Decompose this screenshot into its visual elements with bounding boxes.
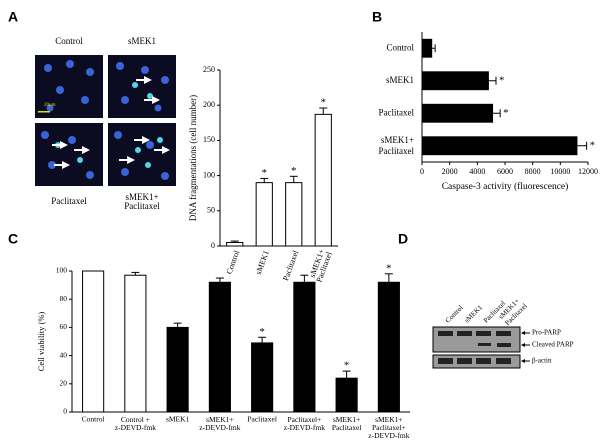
y-tick-label: Paclitaxel [379, 107, 415, 117]
blot-row-label: Cleaved PARP [532, 341, 574, 349]
y-tick-label: 100 [56, 266, 68, 275]
x-tick-label: 12000 [578, 167, 598, 176]
significance-marker: * [499, 74, 505, 86]
blot-column-label: Control [444, 304, 465, 325]
y-tick-label: 40 [60, 350, 68, 359]
blot-row-label: Pro-PARP [532, 329, 561, 337]
y-tick-label: 20 [60, 379, 68, 388]
micrographs [35, 55, 176, 186]
bar [421, 71, 489, 91]
bar [226, 241, 244, 247]
panel-label: A [8, 9, 18, 25]
significance-marker: * [590, 139, 596, 151]
micrograph-label: Paclitaxel [51, 196, 87, 206]
bar [82, 270, 105, 413]
x-tick-label: Control [225, 249, 242, 276]
x-axis-label: Caspase-3 activity (fluorescence) [442, 181, 569, 192]
y-tick-label: 0 [63, 407, 67, 416]
significance-marker: * [344, 360, 350, 372]
bar [335, 377, 358, 413]
x-tick-label: Paclitaxel [281, 249, 301, 282]
blot-column-label: sMEK1 [463, 303, 484, 324]
y-axis-label: Cell viability (%) [36, 312, 46, 372]
bar [421, 38, 433, 58]
bar [421, 136, 578, 156]
bar [166, 326, 189, 413]
panel-label: C [8, 231, 18, 247]
bar [251, 342, 274, 413]
significance-marker: * [386, 262, 392, 274]
bar [285, 182, 303, 247]
panel-label: D [398, 231, 408, 247]
y-tick-label: Control [386, 42, 414, 52]
bar [208, 281, 231, 413]
x-tick-label: sMEK1 [254, 249, 271, 275]
y-tick-label: 50 [207, 206, 215, 215]
x-tick-label: 10000 [550, 167, 570, 176]
scale-bar: 20μm [44, 103, 56, 108]
bar [421, 103, 494, 123]
x-tick-label: 0 [420, 167, 424, 176]
panel-label: B [372, 9, 382, 25]
y-tick-label: 100 [203, 170, 215, 179]
micrograph-label: sMEK1+ Paclitaxel [124, 192, 160, 211]
x-tick-label: sMEK1+ z-DEVD-fmk [199, 415, 240, 432]
x-tick-label: sMEK1+Paclitaxel [332, 415, 362, 432]
bar [314, 113, 332, 247]
x-tick-label: Control [82, 415, 105, 424]
y-tick-label: 200 [203, 100, 215, 109]
significance-marker: * [259, 326, 265, 338]
blot-row-label: β-actin [532, 357, 552, 365]
x-tick-label: 4000 [469, 167, 485, 176]
x-tick-label: Control + z-DEVD-fmk [115, 415, 156, 432]
y-tick-label: 0 [211, 241, 215, 250]
x-tick-label: sMEK1 [166, 415, 190, 424]
x-tick-label: sMEK1+Paclitaxel [307, 247, 334, 283]
x-tick-label: 6000 [497, 167, 513, 176]
bar [255, 182, 273, 247]
micrograph-label: Control [55, 36, 83, 46]
x-tick-label: 8000 [525, 167, 541, 176]
y-tick-label: sMEK1 [386, 75, 414, 85]
y-tick-label: sMEK1+ Paclitaxel [379, 135, 415, 156]
bar [293, 281, 316, 413]
significance-marker: * [503, 107, 509, 119]
y-tick-label: 250 [203, 65, 215, 74]
y-axis-label: DNA fragmentations (cell number) [188, 95, 198, 221]
significance-marker: * [291, 165, 297, 177]
significance-marker: * [321, 97, 327, 109]
blot [432, 326, 530, 369]
x-tick-label: 2000 [442, 167, 458, 176]
y-tick-label: 150 [203, 135, 215, 144]
x-tick-label: sMEK1+ Paclitaxel+ z-DEVD-fmk [368, 415, 409, 440]
y-tick-label: 60 [60, 322, 68, 331]
bar [377, 281, 400, 413]
micrograph-label: sMEK1 [128, 36, 156, 46]
y-tick-label: 80 [60, 294, 68, 303]
x-tick-label: Paclitaxel [247, 415, 277, 424]
x-tick-label: Paclitaxel+ z-DEVD-fmk [284, 415, 325, 432]
significance-marker: * [262, 167, 268, 179]
bar [124, 274, 147, 413]
